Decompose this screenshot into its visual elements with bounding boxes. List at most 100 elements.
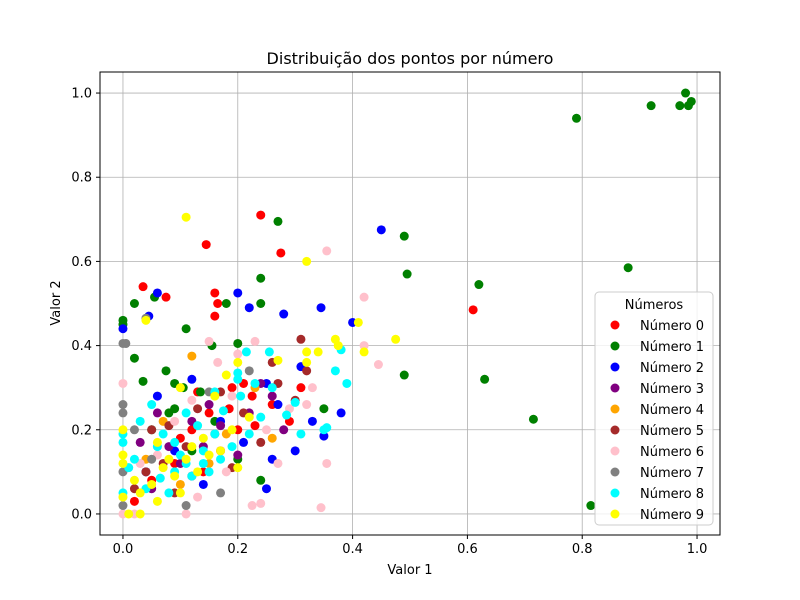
legend-entries: Número 0 Número 1 Número 2 Número 3 Número 4… (610, 319, 704, 523)
data-point (267, 391, 277, 401)
data-point (244, 429, 254, 439)
y-tick-label: 0.4 (71, 339, 92, 354)
data-point (193, 492, 203, 502)
data-point (319, 404, 329, 414)
data-point (181, 212, 191, 222)
data-point (138, 376, 148, 386)
legend-box (594, 291, 714, 526)
data-point (273, 355, 283, 365)
legend-marker (610, 467, 620, 477)
data-point (210, 311, 220, 321)
data-point (256, 299, 266, 308)
legend-title: Números (625, 298, 684, 313)
data-point (319, 431, 329, 441)
data-point (216, 454, 226, 464)
data-point (683, 101, 693, 111)
data-point (256, 437, 266, 447)
data-point (181, 501, 191, 511)
legend-label: Número 5 (640, 424, 704, 439)
data-point (221, 370, 231, 380)
data-point (118, 458, 128, 468)
data-point (302, 400, 312, 410)
data-point (129, 299, 139, 308)
legend-label: Número 0 (640, 319, 704, 334)
data-point (468, 305, 478, 315)
data-point (646, 101, 656, 111)
legend-marker (610, 425, 620, 435)
data-point (118, 425, 128, 435)
data-point (118, 408, 128, 418)
data-point (158, 463, 168, 473)
data-point (129, 353, 139, 363)
data-point (135, 437, 145, 447)
data-point (147, 400, 157, 410)
data-point (233, 288, 243, 298)
data-point (233, 374, 243, 384)
data-point (322, 458, 332, 468)
data-point (187, 351, 197, 361)
data-points (118, 88, 696, 519)
legend-marker (610, 341, 620, 351)
data-point (170, 404, 180, 414)
data-point (129, 496, 139, 506)
data-point (244, 412, 254, 422)
data-point (675, 101, 685, 111)
data-point (256, 475, 266, 485)
data-point (250, 336, 260, 346)
data-point (152, 288, 162, 298)
data-point (204, 450, 214, 460)
data-point (135, 509, 145, 519)
data-point (373, 360, 383, 370)
data-point (571, 113, 581, 123)
data-point (147, 425, 157, 435)
data-point (302, 357, 312, 367)
y-tick-label: 0.6 (71, 255, 92, 270)
data-point (118, 324, 128, 334)
data-point (161, 366, 171, 376)
data-point (333, 341, 343, 351)
data-point (250, 421, 260, 431)
data-point (216, 421, 226, 431)
data-point (187, 374, 197, 384)
data-point (279, 309, 289, 319)
data-point (135, 488, 145, 498)
data-point (359, 341, 369, 351)
data-point (399, 231, 409, 241)
data-point (210, 288, 220, 298)
data-point (399, 370, 409, 380)
data-point (273, 458, 283, 468)
data-point (233, 357, 243, 367)
legend-marker (610, 362, 620, 372)
data-point (316, 503, 326, 513)
legend-marker (610, 404, 620, 414)
legend-label: Número 7 (640, 466, 704, 481)
x-tick-label: 0.2 (227, 542, 248, 557)
legend-marker (610, 320, 620, 330)
data-point (256, 412, 266, 422)
data-point (319, 425, 329, 435)
data-point (170, 471, 180, 481)
data-point (193, 467, 203, 477)
data-point (376, 225, 386, 235)
data-point (138, 282, 148, 292)
data-point (261, 425, 271, 435)
x-tick-label: 1.0 (687, 542, 708, 557)
series-9 (118, 212, 401, 519)
data-point (302, 256, 312, 266)
data-point (233, 338, 243, 348)
data-point (586, 501, 596, 511)
data-point (121, 338, 131, 348)
data-point (213, 357, 223, 367)
data-point (175, 479, 185, 489)
data-point (227, 425, 237, 435)
x-tick-label: 0.0 (113, 542, 134, 557)
data-point (204, 408, 214, 418)
data-point (261, 484, 271, 494)
axis-ticks: 0.0 0.2 0.4 0.6 0.8 1.0 0.0 0.2 0.4 0.6 0.8 1.0 (71, 87, 707, 557)
data-point (316, 303, 326, 313)
data-point (322, 246, 332, 256)
x-tick-label: 0.6 (457, 542, 478, 557)
data-point (233, 450, 243, 460)
data-point (241, 347, 251, 357)
data-point (129, 425, 139, 435)
